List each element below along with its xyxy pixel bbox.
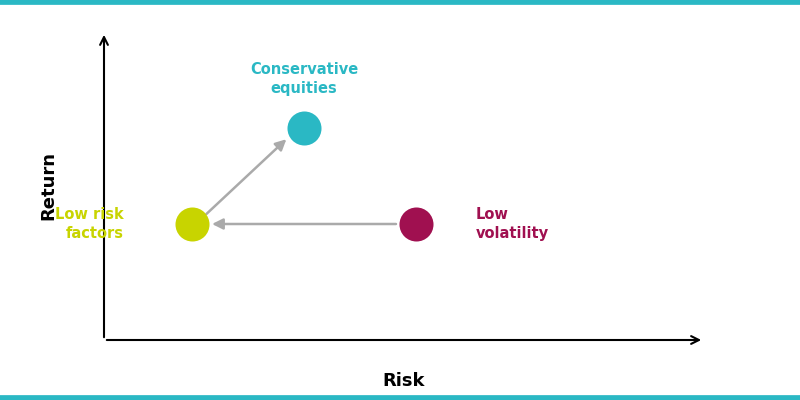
Text: Risk: Risk [382, 372, 426, 390]
Point [410, 221, 422, 227]
Text: Return: Return [39, 152, 57, 220]
Text: Low
volatility: Low volatility [476, 207, 549, 241]
Text: Conservative
equities: Conservative equities [250, 62, 358, 96]
Point [298, 125, 310, 131]
Text: Low risk
factors: Low risk factors [55, 207, 124, 241]
Point [186, 221, 198, 227]
